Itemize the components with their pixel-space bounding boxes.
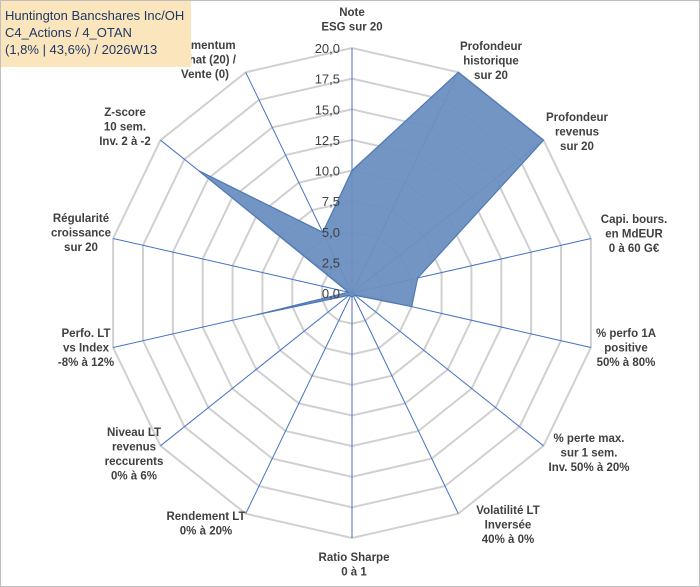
category-label: Profondeur revenus sur 20 (546, 112, 608, 153)
category-label-line: % perfo 1A (596, 328, 656, 340)
category-label-line: 0 à 60 G€ (609, 243, 660, 255)
category-label-line: Ratio Sharpe (319, 552, 390, 564)
category-label-line: sur 20 (474, 70, 508, 82)
category-label: Note ESG sur 20 (321, 7, 382, 34)
category-label-line: revenus (112, 442, 156, 454)
category-label: Régularité croissance sur 20 (51, 213, 111, 254)
category-label-line: vs Index (63, 343, 110, 355)
tick-label: 7,5 (322, 194, 340, 209)
radar-series (198, 71, 545, 316)
tick-label: 17,5 (315, 72, 340, 87)
category-label: % perte max. sur 1 sem. Inv. 50% à 20% (549, 433, 630, 474)
radar-spoke (112, 238, 353, 294)
category-label-line: Volatilité LT (476, 505, 539, 517)
category-label-line: Z-score (104, 107, 146, 119)
category-label-line: revenus (555, 127, 599, 139)
category-label-line: en MdEUR (605, 229, 663, 241)
title-line-category: C4_Actions / 4_OTAN (5, 25, 132, 40)
series-area (198, 71, 545, 316)
category-label-line: Inversée (485, 520, 532, 532)
category-label-line: -8% à 12% (58, 357, 114, 369)
category-label: Ratio Sharpe 0 à 1 (319, 552, 390, 579)
category-label-line: Niveau LT (107, 427, 161, 439)
tick-label: 15,0 (315, 102, 340, 117)
tick-label: 10,0 (315, 164, 340, 179)
tick-label: 2,5 (322, 255, 340, 270)
category-label-line: historique (463, 56, 519, 68)
category-labels: Note ESG sur 20 Profondeur historique sur 20… (51, 7, 667, 579)
category-label-line: % perte max. (554, 433, 625, 445)
category-label-line: Profondeur (460, 41, 522, 53)
category-label: Z-score 10 sem. Inv. 2 à -2 (99, 107, 151, 148)
category-label-line: reccurents (105, 456, 164, 468)
category-label-line: Inv. 2 à -2 (99, 136, 151, 148)
category-label-line: croissance (51, 228, 111, 240)
tick-label: 5,0 (322, 225, 340, 240)
category-label-line: Capi. bours. (601, 214, 667, 226)
category-label-line: 0% à 20% (180, 526, 232, 538)
category-label-line: sur 20 (64, 242, 98, 254)
radar-spoke (351, 292, 459, 514)
category-label: Volatilité LT Inversée 40% à 0% (476, 505, 539, 546)
title-line-stats: (1,8% | 43,6%) / 2026W13 (5, 42, 158, 57)
category-label-line: Perfo. LT (62, 328, 111, 340)
category-label-line: Rendement LT (166, 511, 245, 523)
category-label: Perfo. LT vs Index -8% à 12% (58, 328, 114, 369)
title-box: Huntington Bancshares Inc/OH C4_Actions … (1, 1, 191, 67)
category-label-line: Note (339, 7, 365, 19)
category-label-line: Vente (0) (181, 69, 229, 81)
category-label-line: 0% à 6% (111, 471, 157, 483)
category-label-line: 50% à 80% (597, 357, 656, 369)
category-label: Profondeur historique sur 20 (460, 41, 522, 82)
category-label: Niveau LT revenus reccurents 0% à 6% (105, 427, 164, 483)
tick-label: 0,0 (322, 286, 340, 301)
category-label: Rendement LT 0% à 20% (166, 511, 245, 538)
radial-tick-labels: 0,0 2,5 5,0 7,5 10,0 12,5 15,0 17,5 20,0 (315, 41, 340, 301)
category-label-line: 0 à 1 (341, 567, 367, 579)
tick-label: 20,0 (315, 41, 340, 56)
category-label-line: Régularité (53, 213, 109, 225)
category-label-line: Profondeur (546, 112, 608, 124)
category-label: % perfo 1A positive 50% à 80% (596, 328, 656, 369)
radar-spoke (245, 292, 353, 514)
tick-label: 12,5 (315, 133, 340, 148)
category-label-line: sur 1 sem. (561, 448, 618, 460)
category-label-line: Inv. 50% à 20% (549, 462, 630, 474)
category-label-line: positive (604, 343, 647, 355)
title-line-company: Huntington Bancshares Inc/OH (5, 8, 185, 23)
category-label-line: 40% à 0% (482, 534, 534, 546)
category-label-line: sur 20 (560, 141, 594, 153)
category-label-line: ESG sur 20 (321, 22, 382, 34)
category-label-line: 10 sem. (104, 122, 146, 134)
category-label: Capi. bours. en MdEUR 0 à 60 G€ (601, 214, 667, 255)
radar-spoke (351, 292, 544, 447)
radar-spoke (160, 292, 353, 447)
